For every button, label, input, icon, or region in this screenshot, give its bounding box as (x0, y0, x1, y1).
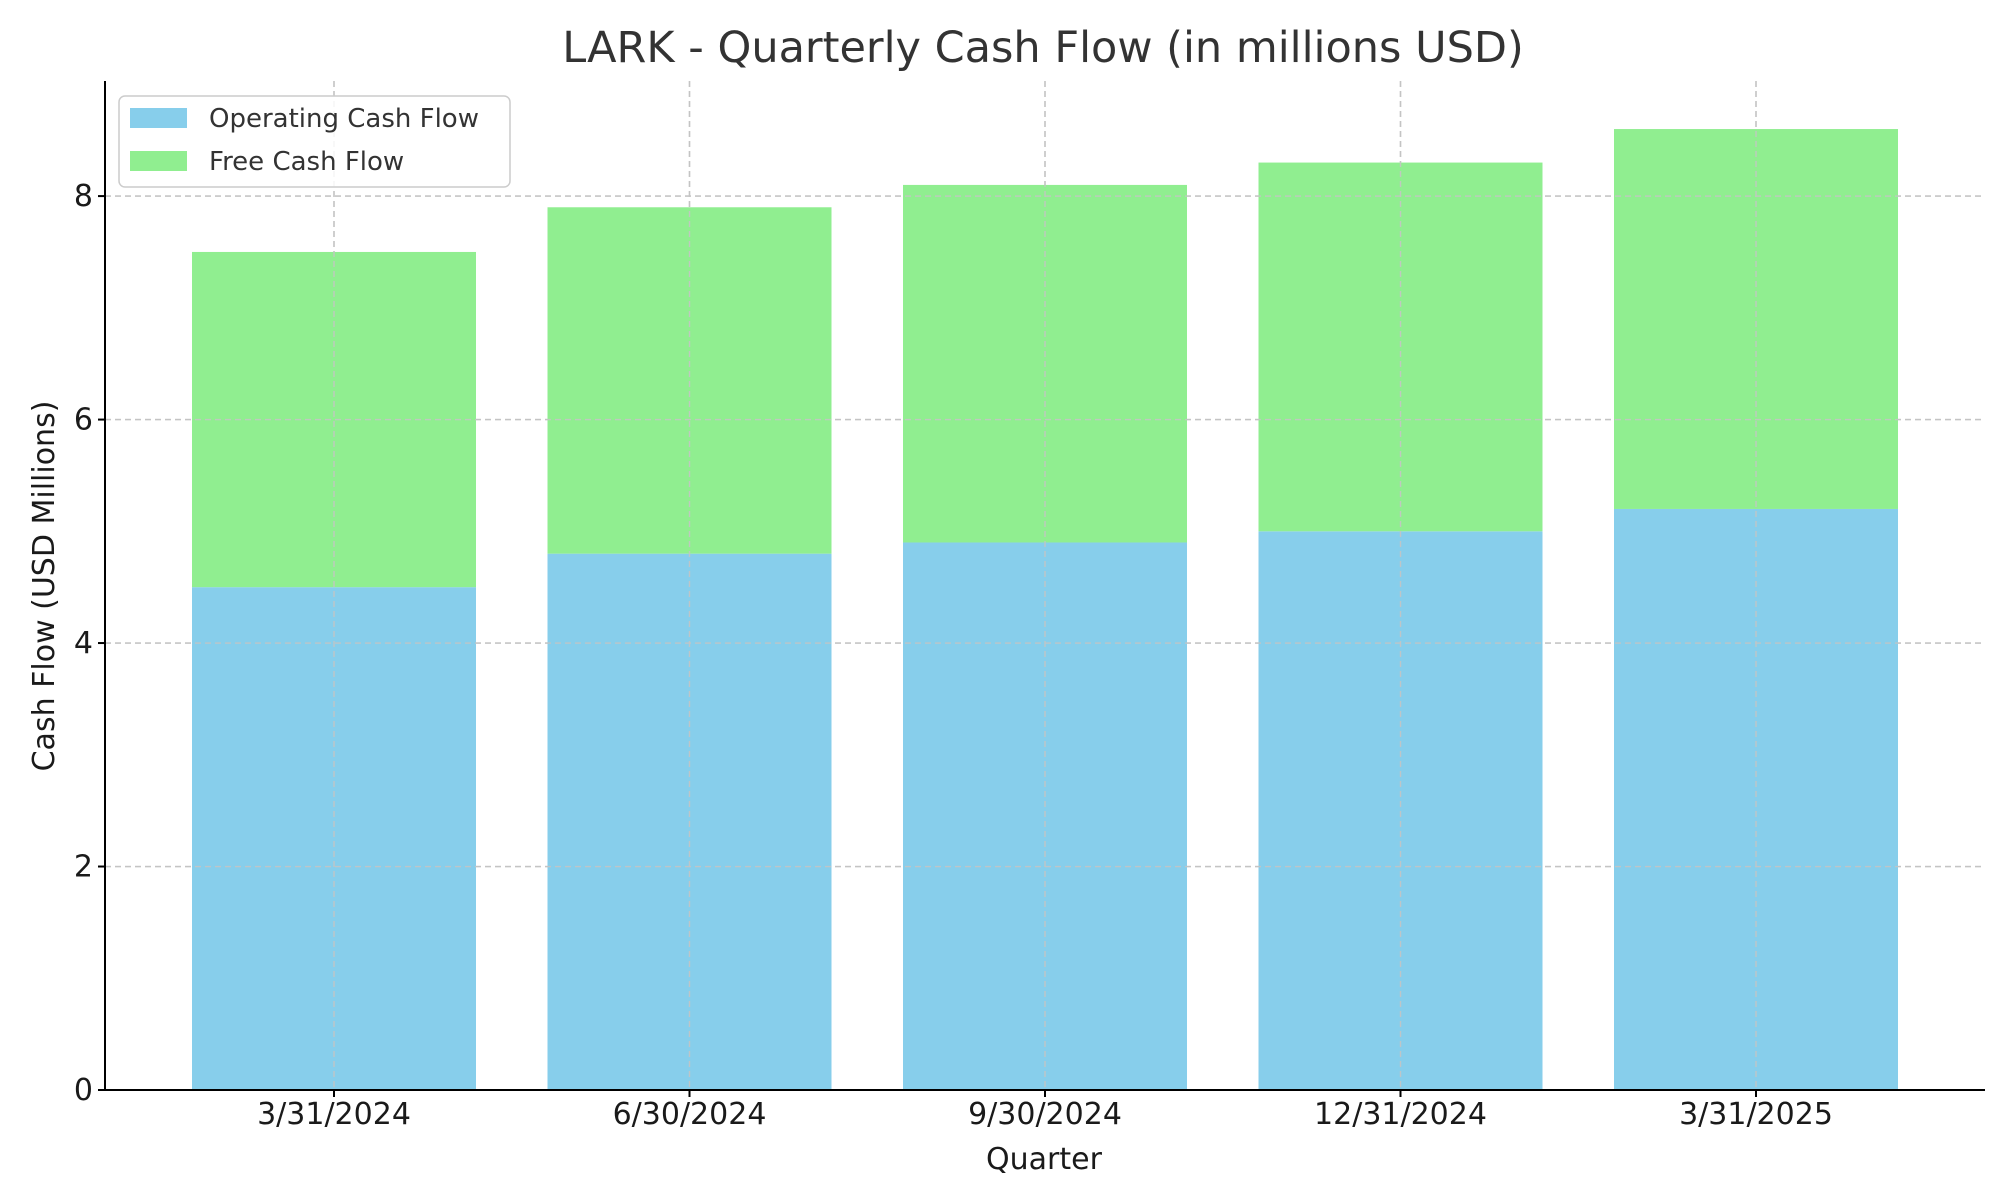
y-tick-label: 6 (74, 403, 93, 438)
y-tick-label: 8 (74, 179, 93, 214)
x-tick-label: 3/31/2025 (1679, 1097, 1833, 1132)
x-tick-labels: 3/31/2024 6/30/2024 9/30/2024 12/31/2024 3/3… (257, 1090, 1833, 1132)
grid-lines-overlay (105, 81, 1985, 1090)
y-axis-label: Cash Flow (USD Millions) (27, 401, 62, 772)
x-tick-label: 9/30/2024 (968, 1097, 1122, 1132)
legend: Operating Cash Flow Free Cash Flow (118, 95, 511, 188)
x-tick-label: 3/31/2024 (257, 1097, 411, 1132)
legend-swatch-free-cash-flow (130, 151, 187, 171)
legend-label-free-cash-flow: Free Cash Flow (209, 147, 404, 177)
legend-box (118, 95, 511, 188)
x-tick-label: 6/30/2024 (613, 1097, 767, 1132)
legend-swatch-operating-cash-flow (130, 108, 187, 128)
y-tick-label: 2 (74, 850, 93, 885)
legend-label-operating-cash-flow: Operating Cash Flow (209, 104, 479, 134)
chart-title: LARK - Quarterly Cash Flow (in millions … (562, 23, 1524, 73)
y-tick-label: 4 (74, 626, 93, 661)
y-tick-labels: 0 2 4 6 8 (74, 179, 105, 1108)
y-tick-label: 0 (74, 1073, 93, 1108)
x-tick-label: 12/31/2024 (1314, 1097, 1487, 1132)
x-axis-label: Quarter (986, 1142, 1103, 1177)
